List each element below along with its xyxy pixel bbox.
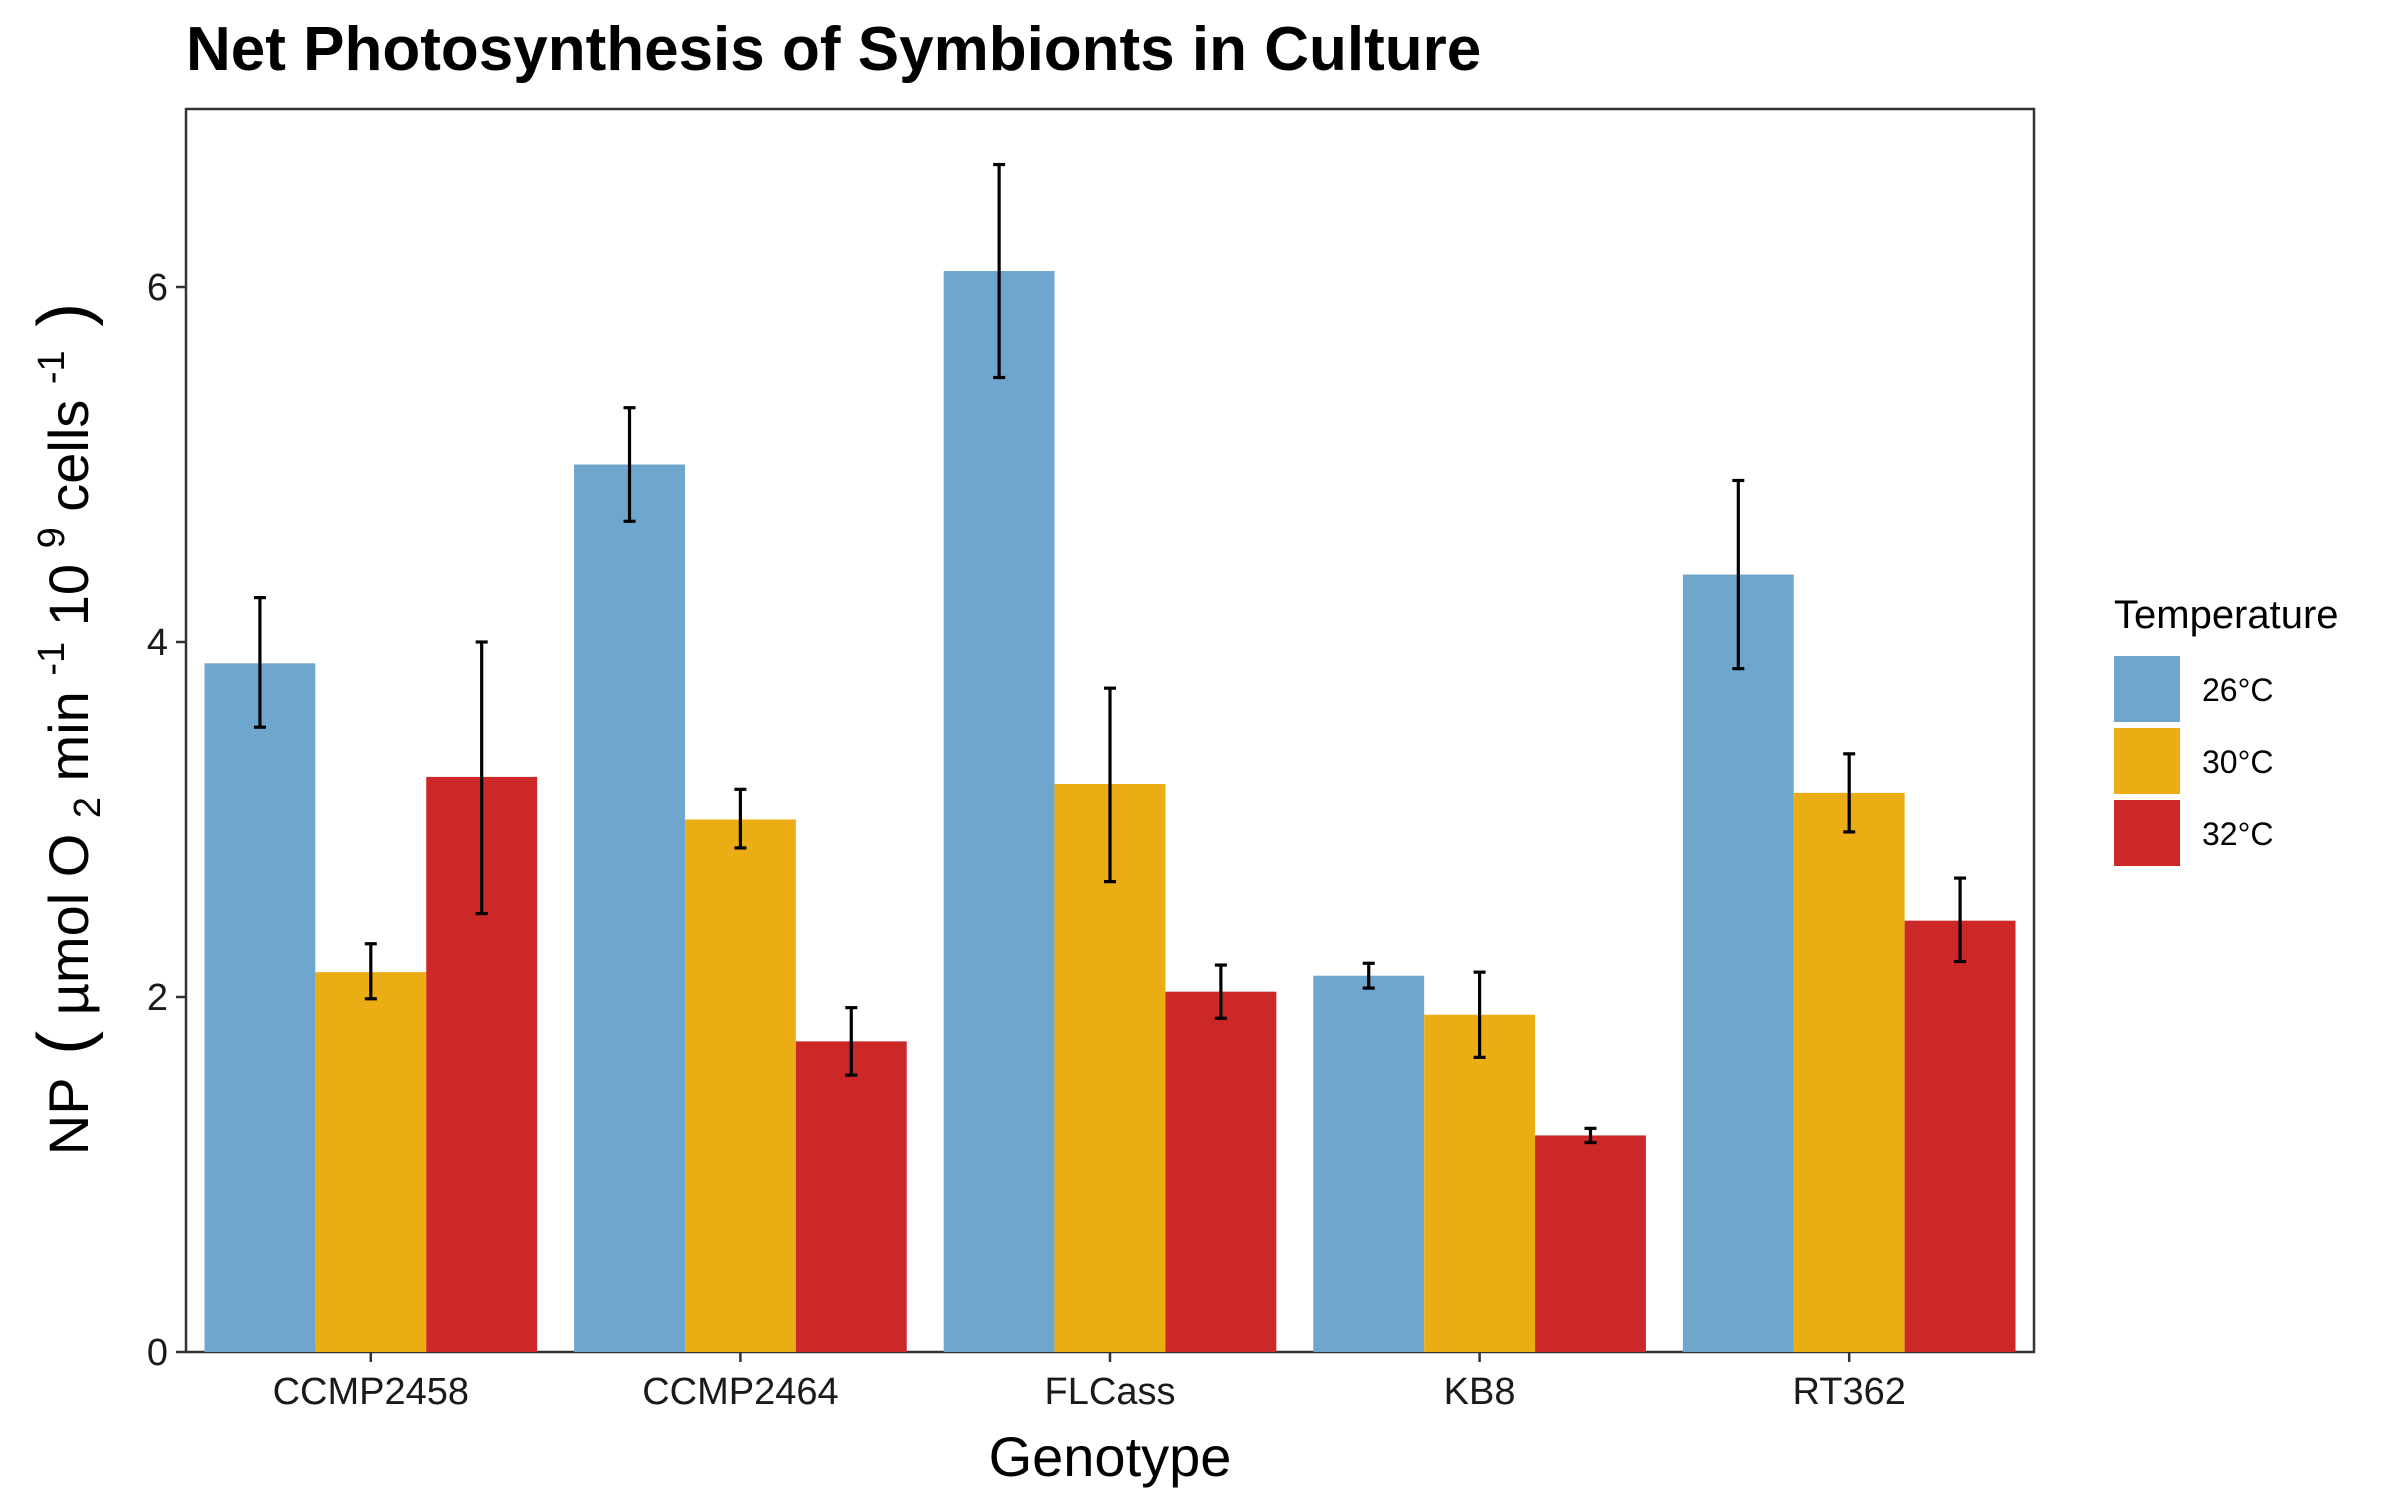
errorbar-CCMP2464-2 bbox=[845, 1006, 858, 1077]
y-axis-title-close-paren: ) bbox=[24, 303, 104, 327]
y-axis-title: NP ( µmol O 2 min -1 10 9 cells -1 ) bbox=[13, 303, 112, 1155]
bar-KB8-1 bbox=[1424, 1014, 1536, 1352]
x-tick-label-FLCass: FLCass bbox=[1045, 1371, 1176, 1413]
x-axis-title: Genotype bbox=[989, 1425, 1232, 1488]
errorbar-CCMP2458-2 bbox=[475, 640, 488, 916]
y-axis: 0 2 4 6 bbox=[147, 267, 186, 1374]
x-tick-label-KB8: KB8 bbox=[1444, 1371, 1516, 1413]
errorbar-CCMP2458-0 bbox=[253, 596, 266, 729]
bar-CCMP2464-2 bbox=[795, 1041, 907, 1353]
errorbar-RT362-2 bbox=[1954, 876, 1967, 964]
y-tick-label-4: 4 bbox=[147, 622, 168, 664]
errorbar-RT362-0 bbox=[1732, 478, 1745, 671]
legend-title: Temperature bbox=[2114, 593, 2339, 637]
y-axis-title-sub: 2 bbox=[67, 797, 109, 818]
x-tick-label-CCMP2458: CCMP2458 bbox=[273, 1371, 469, 1413]
y-tick-label-2: 2 bbox=[147, 977, 168, 1019]
errorbar-KB8-2 bbox=[1584, 1126, 1597, 1145]
y-axis-title-part4: cells bbox=[37, 400, 100, 512]
x-tick-label-CCMP2464: CCMP2464 bbox=[642, 1371, 838, 1413]
chart-title: Net Photosynthesis of Symbionts in Cultu… bbox=[186, 15, 1481, 84]
bar-CCMP2458-0 bbox=[204, 663, 316, 1352]
errorbar-CCMP2458-1 bbox=[364, 942, 377, 1001]
errorbar-FLCass-2 bbox=[1214, 963, 1227, 1020]
bar-FLCass-0 bbox=[943, 271, 1055, 1352]
y-axis-title-sup3: -1 bbox=[31, 350, 73, 384]
bars-group bbox=[204, 271, 2016, 1353]
legend-label-1: 30°C bbox=[2202, 744, 2274, 780]
y-tick-label-0: 0 bbox=[147, 1332, 168, 1374]
errorbar-CCMP2464-1 bbox=[734, 787, 747, 850]
bar-RT362-0 bbox=[1682, 574, 1794, 1352]
y-axis-title-part1: µmol O bbox=[37, 834, 100, 1016]
x-axis: CCMP2458 CCMP2464 FLCass KB8 RT362 bbox=[273, 1352, 1906, 1413]
legend-label-0: 26°C bbox=[2202, 672, 2274, 708]
bar-KB8-2 bbox=[1535, 1135, 1646, 1352]
svg-text:NP ( µmol O: NP ( µmol O 2 min -1 10 9 cells -1 ) bbox=[13, 303, 112, 1155]
errorbars-group bbox=[253, 162, 1967, 1145]
bar-RT362-2 bbox=[1904, 920, 2016, 1352]
legend-key-1 bbox=[2114, 728, 2180, 794]
bar-FLCass-2 bbox=[1165, 991, 1277, 1352]
bar-RT362-1 bbox=[1793, 792, 1905, 1353]
legend-label-2: 32°C bbox=[2202, 816, 2274, 852]
legend-key-0 bbox=[2114, 656, 2180, 722]
errorbar-KB8-0 bbox=[1362, 961, 1375, 990]
y-axis-title-open-paren: ( bbox=[24, 1031, 104, 1055]
y-axis-title-prefix: NP bbox=[37, 1078, 100, 1155]
y-tick-label-6: 6 bbox=[147, 267, 168, 309]
bar-KB8-0 bbox=[1313, 975, 1425, 1352]
x-tick-label-RT362: RT362 bbox=[1793, 1371, 1906, 1413]
errorbar-KB8-1 bbox=[1473, 970, 1486, 1059]
y-axis-title-sup2: 9 bbox=[31, 527, 73, 548]
legend-key-2 bbox=[2114, 800, 2180, 866]
y-axis-title-sup1: -1 bbox=[31, 642, 73, 676]
errorbar-CCMP2464-0 bbox=[623, 406, 636, 523]
bar-CCMP2464-1 bbox=[684, 819, 796, 1352]
legend: Temperature 26°C 30°C 32°C bbox=[2114, 593, 2339, 866]
errorbar-RT362-1 bbox=[1843, 752, 1856, 834]
y-axis-title-part3: 10 bbox=[37, 564, 100, 626]
errorbar-FLCass-0 bbox=[993, 162, 1006, 380]
bar-CCMP2458-1 bbox=[315, 972, 427, 1352]
bar-CCMP2464-0 bbox=[574, 464, 685, 1352]
y-axis-title-part2: min bbox=[37, 691, 100, 781]
errorbar-FLCass-1 bbox=[1104, 686, 1116, 884]
